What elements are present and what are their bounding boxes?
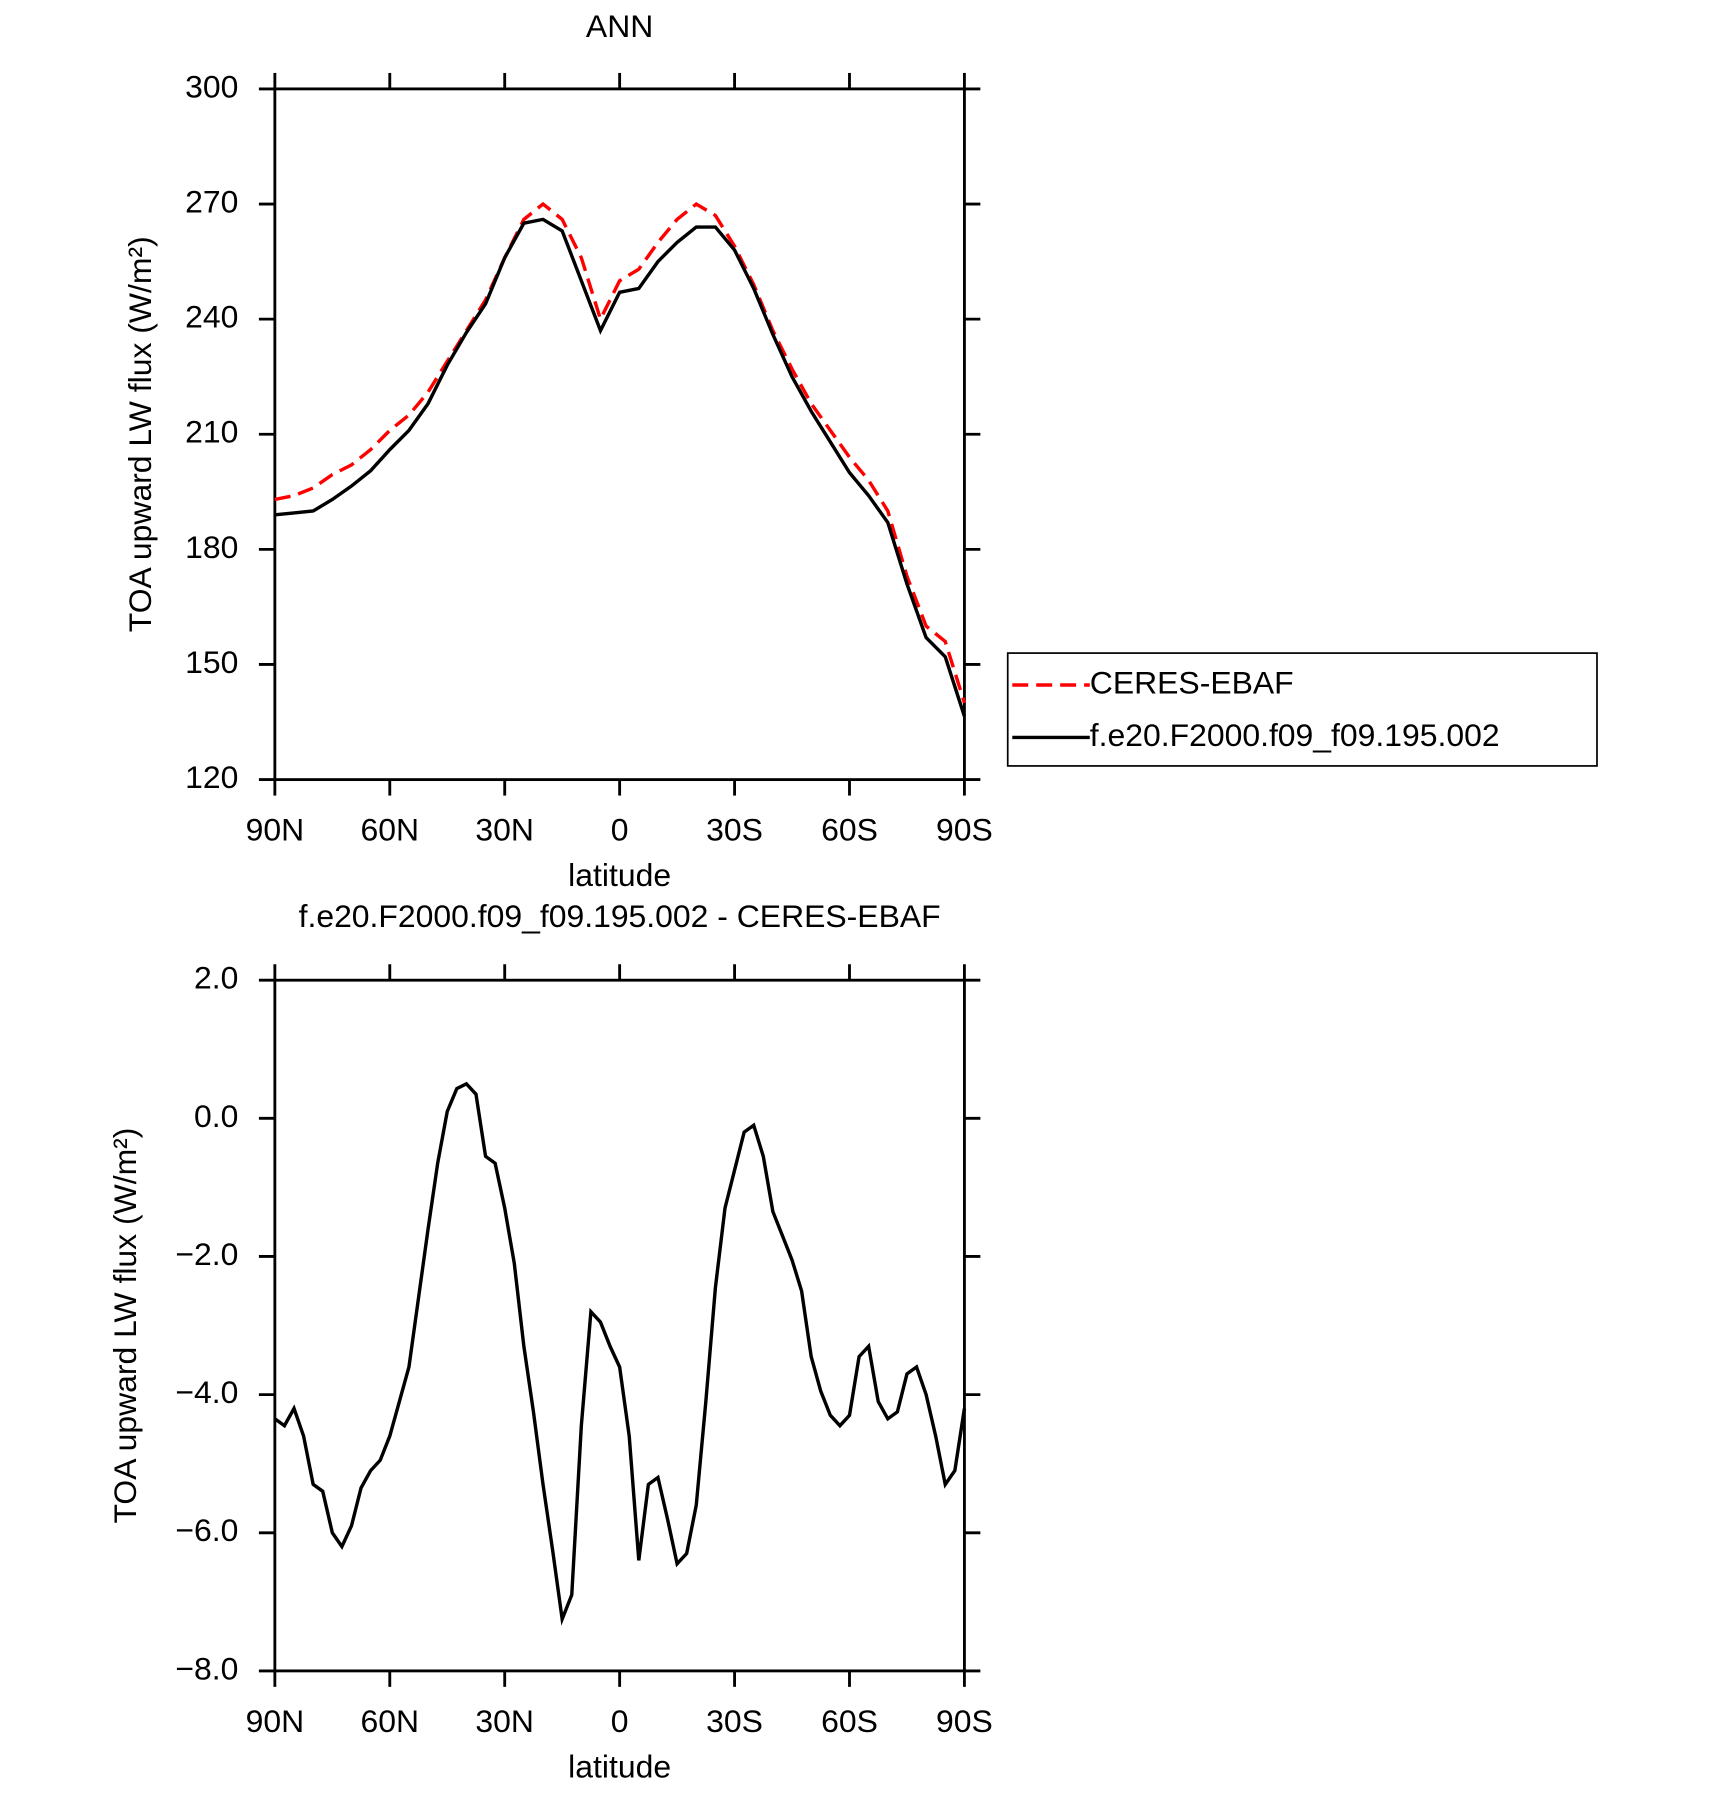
y-axis-label: TOA upward LW flux (W/m²) [107,1128,143,1524]
x-tick-label: 0 [611,1703,629,1739]
plot-frame [273,87,966,782]
legend-box [1006,652,1598,767]
y-tick-label: −2.0 [175,1236,238,1272]
y-axis-label: TOA upward LW flux (W/m²) [122,236,158,632]
y-tick-label: 300 [185,68,238,104]
data-line [273,1081,967,1626]
x-tick-label: 0 [611,811,629,847]
plot-frame [273,978,966,1673]
data-line [274,201,967,704]
y-tick-label: 0.0 [194,1098,238,1134]
y-tick-label: 180 [185,529,238,565]
y-tick-label: 150 [185,644,238,680]
x-tick-label: 90N [246,811,305,847]
x-tick-label: 60N [361,1703,420,1739]
y-tick-label: 270 [185,183,238,219]
x-axis-label: latitude [568,1748,671,1784]
x-tick-label: 30S [706,1703,763,1739]
y-tick-label: 240 [185,299,238,335]
x-tick-label: 90N [246,1703,305,1739]
x-tick-label: 60S [821,811,878,847]
chart-title: f.e20.F2000.f09_f09.195.002 - CERES-EBAF [299,898,941,934]
x-tick-label: 30N [475,1703,534,1739]
y-tick-label: 2.0 [194,960,238,996]
x-tick-label: 90S [936,811,993,847]
legend-label: f.e20.F2000.f09_f09.195.002 [1090,717,1500,753]
x-axis-label: latitude [568,857,671,893]
x-tick-label: 60S [821,1703,878,1739]
chart-title: ANN [586,8,653,44]
y-tick-label: −4.0 [175,1374,238,1410]
x-tick-label: 60N [361,811,420,847]
x-tick-label: 90S [936,1703,993,1739]
y-tick-label: 120 [185,759,238,795]
legend-label: CERES-EBAF [1090,664,1294,700]
x-tick-label: 30N [475,811,534,847]
y-tick-label: −8.0 [175,1650,238,1686]
y-tick-label: −6.0 [175,1512,238,1548]
y-tick-label: 210 [185,414,238,450]
data-line [274,217,967,717]
x-tick-label: 30S [706,811,763,847]
